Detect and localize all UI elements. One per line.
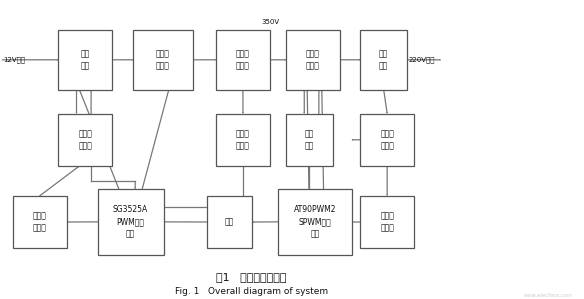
Text: 母线电
压采样: 母线电 压采样 — [236, 129, 250, 150]
Text: 报警: 报警 — [225, 217, 234, 227]
Text: 输出
电路: 输出 电路 — [379, 49, 388, 71]
Text: 推挽升
压电路: 推挽升 压电路 — [156, 49, 170, 71]
Text: 输入
电路: 输入 电路 — [81, 49, 90, 71]
Text: 12V输入: 12V输入 — [3, 57, 25, 63]
Text: 过温保
护电路: 过温保 护电路 — [33, 211, 47, 233]
Text: 220V输出: 220V输出 — [409, 57, 435, 63]
Bar — [13, 196, 67, 248]
Text: Fig. 1   Overall diagram of system: Fig. 1 Overall diagram of system — [175, 287, 328, 296]
Bar — [360, 196, 414, 248]
Text: SG3525A
PWM控制
电路: SG3525A PWM控制 电路 — [113, 205, 148, 239]
Text: 输出电
流采样: 输出电 流采样 — [380, 211, 394, 233]
Text: 图1   系统的总体框图: 图1 系统的总体框图 — [216, 271, 286, 282]
Bar — [98, 189, 164, 255]
Bar — [133, 30, 193, 90]
Bar — [286, 30, 340, 90]
Bar — [58, 114, 112, 166]
Bar — [216, 30, 270, 90]
Bar — [360, 114, 414, 166]
Text: 全桥整
流电路: 全桥整 流电路 — [236, 49, 250, 71]
Bar — [278, 189, 352, 255]
Text: 输入保
护电路: 输入保 护电路 — [78, 129, 92, 150]
Text: 输出电
压采样: 输出电 压采样 — [380, 129, 394, 150]
Text: 输出
保护: 输出 保护 — [305, 129, 314, 150]
Bar — [58, 30, 112, 90]
Text: AT90PWM2
SPWM控制
电路: AT90PWM2 SPWM控制 电路 — [294, 205, 336, 239]
Bar — [216, 114, 270, 166]
Bar — [360, 30, 407, 90]
Text: www.elecfans.com: www.elecfans.com — [523, 292, 572, 298]
Text: 350V: 350V — [262, 19, 280, 25]
Text: 全桥逆
变电路: 全桥逆 变电路 — [306, 49, 320, 71]
Bar — [207, 196, 252, 248]
Bar — [286, 114, 333, 166]
